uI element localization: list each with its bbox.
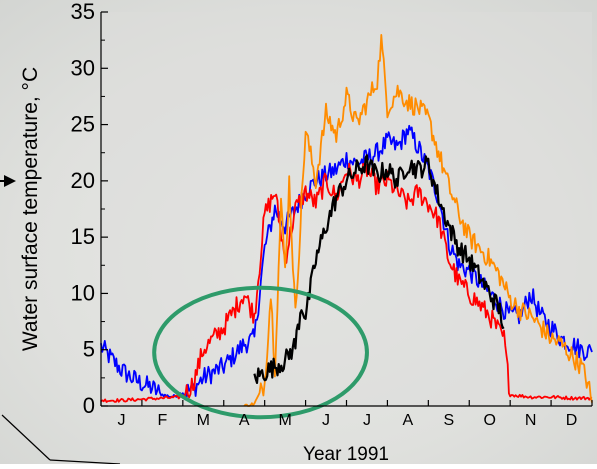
x-axis-label: Year 1991 (303, 444, 389, 464)
series-line-3 (243, 34, 593, 407)
x-tick-label: S (443, 412, 454, 429)
y-tick-label: 35 (71, 0, 95, 24)
x-tick-label: J (363, 412, 371, 429)
axes-layer: 0 5 10 15 20 25 30 35 J F M A M J J A S O N D (71, 0, 593, 429)
x-tick-label: N (525, 412, 537, 429)
pointer-line (1, 414, 51, 461)
series-layer (100, 34, 593, 407)
y-tick-label: 15 (71, 224, 95, 249)
x-tick-label: A (239, 412, 250, 429)
x-tick-label: M (278, 412, 291, 429)
y-tick-label: 0 (83, 393, 95, 418)
y-tick-label: 10 (71, 280, 95, 305)
x-tick-label: M (197, 412, 210, 429)
y-tick-label: 25 (71, 112, 95, 137)
pointer-line-tail (49, 459, 121, 465)
highlight-ellipse-1 (152, 285, 369, 420)
series-line-2 (100, 162, 593, 403)
annotation-layer (152, 285, 369, 420)
left-arrow-icon (0, 175, 16, 187)
y-axis-label: Water surface temperature, °C (19, 67, 42, 351)
x-tick-label: A (403, 412, 414, 429)
x-tick-label: D (566, 412, 578, 429)
plot-area (101, 12, 592, 406)
y-tick-label: 20 (71, 168, 95, 193)
x-tick-label: F (157, 412, 167, 429)
series-line-1 (100, 124, 593, 399)
x-tick-label: J (322, 412, 330, 429)
y-tick-label: 5 (83, 337, 95, 362)
series-line-4 (253, 154, 505, 384)
y-tick-label: 30 (71, 55, 95, 80)
x-tick-label: O (483, 412, 495, 429)
x-tick-label: J (117, 412, 125, 429)
